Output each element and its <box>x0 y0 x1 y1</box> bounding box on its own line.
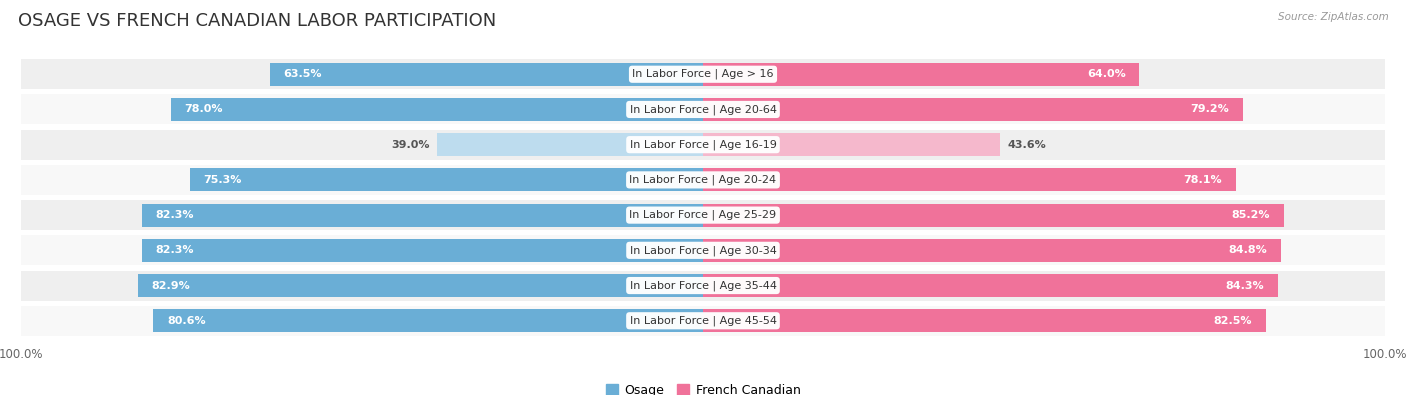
Text: 79.2%: 79.2% <box>1191 104 1229 115</box>
Bar <box>21 271 1385 301</box>
Bar <box>153 309 703 332</box>
Bar <box>21 165 1385 195</box>
Text: In Labor Force | Age 45-54: In Labor Force | Age 45-54 <box>630 316 776 326</box>
Text: 39.0%: 39.0% <box>392 140 430 150</box>
Text: 80.6%: 80.6% <box>167 316 205 326</box>
Text: 84.8%: 84.8% <box>1229 245 1268 255</box>
Text: Source: ZipAtlas.com: Source: ZipAtlas.com <box>1278 12 1389 22</box>
Text: 82.9%: 82.9% <box>152 280 190 291</box>
Text: 85.2%: 85.2% <box>1232 210 1271 220</box>
Text: In Labor Force | Age 16-19: In Labor Force | Age 16-19 <box>630 139 776 150</box>
Bar <box>703 274 1278 297</box>
Bar <box>142 239 703 262</box>
Text: 75.3%: 75.3% <box>202 175 242 185</box>
Text: In Labor Force | Age 30-34: In Labor Force | Age 30-34 <box>630 245 776 256</box>
Bar <box>703 133 1000 156</box>
Text: In Labor Force | Age 20-64: In Labor Force | Age 20-64 <box>630 104 776 115</box>
Bar <box>142 204 703 227</box>
Text: 78.1%: 78.1% <box>1184 175 1222 185</box>
Text: 43.6%: 43.6% <box>1007 140 1046 150</box>
Bar <box>21 235 1385 265</box>
Bar <box>138 274 703 297</box>
Text: 82.5%: 82.5% <box>1213 316 1251 326</box>
Text: OSAGE VS FRENCH CANADIAN LABOR PARTICIPATION: OSAGE VS FRENCH CANADIAN LABOR PARTICIPA… <box>18 12 496 30</box>
Bar <box>437 133 703 156</box>
Bar <box>21 306 1385 336</box>
Bar <box>21 130 1385 160</box>
Text: In Labor Force | Age 35-44: In Labor Force | Age 35-44 <box>630 280 776 291</box>
Legend: Osage, French Canadian: Osage, French Canadian <box>600 379 806 395</box>
Bar <box>703 63 1139 86</box>
Bar <box>21 94 1385 124</box>
Text: In Labor Force | Age 25-29: In Labor Force | Age 25-29 <box>630 210 776 220</box>
Text: In Labor Force | Age 20-24: In Labor Force | Age 20-24 <box>630 175 776 185</box>
Text: 82.3%: 82.3% <box>156 210 194 220</box>
Text: 64.0%: 64.0% <box>1087 69 1126 79</box>
Bar <box>270 63 703 86</box>
Bar <box>190 168 703 191</box>
Bar <box>703 239 1281 262</box>
Bar <box>703 98 1243 121</box>
Bar <box>172 98 703 121</box>
Text: 82.3%: 82.3% <box>156 245 194 255</box>
Text: In Labor Force | Age > 16: In Labor Force | Age > 16 <box>633 69 773 79</box>
Text: 63.5%: 63.5% <box>284 69 322 79</box>
Bar <box>21 59 1385 89</box>
Text: 78.0%: 78.0% <box>184 104 224 115</box>
Bar <box>703 204 1284 227</box>
Bar <box>703 168 1236 191</box>
Bar <box>21 200 1385 230</box>
Text: 84.3%: 84.3% <box>1226 280 1264 291</box>
Bar <box>703 309 1265 332</box>
